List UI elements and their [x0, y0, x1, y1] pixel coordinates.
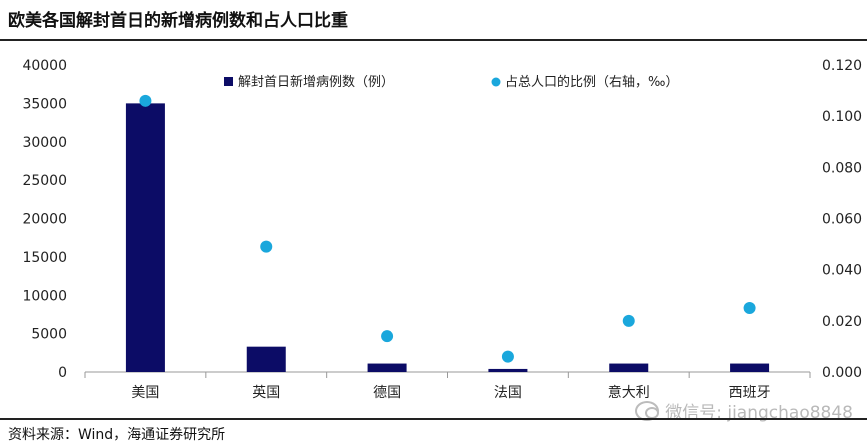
left-axis-ticks: 0 5000 10000 15000 20000 25000 30000 35000 40000	[22, 58, 67, 381]
legend-bar-swatch	[224, 77, 233, 86]
left-axis-tick-label: 15000	[22, 250, 67, 266]
ratio-point-4	[501, 350, 514, 363]
category-label: 法国	[494, 385, 522, 401]
left-axis-tick-label: 25000	[22, 173, 67, 189]
bar-2	[246, 346, 286, 372]
ratio-point-1	[139, 94, 152, 107]
bar-4	[488, 368, 528, 372]
right-axis-tick-label: 0.060	[822, 212, 862, 228]
category-label: 英国	[252, 384, 280, 401]
bar-1	[125, 103, 165, 372]
source-note: 资料来源：Wind，海通证券研究所	[8, 427, 226, 443]
legend-dot-swatch	[491, 77, 501, 87]
title-divider	[0, 39, 867, 41]
legend-bar-label: 解封首日新增病例数（例）	[238, 74, 394, 90]
category-label: 意大利	[608, 384, 650, 401]
bar-5	[609, 363, 649, 372]
category-label: 美国	[131, 385, 159, 401]
plot-area	[84, 94, 811, 378]
category-label: 德国	[373, 385, 401, 401]
bar-6	[730, 363, 770, 372]
left-axis-tick-label: 5000	[31, 327, 67, 343]
combo-chart: 0 5000 10000 15000 20000 25000 30000 35000 40000…	[22, 58, 862, 401]
right-axis-tick-label: 0.000	[822, 365, 862, 381]
right-axis-tick-label: 0.080	[822, 160, 862, 176]
right-axis-tick-label: 0.100	[822, 109, 862, 125]
right-axis-tick-label: 0.120	[822, 58, 862, 74]
ratio-point-3	[381, 330, 394, 343]
legend-dot-label: 占总人口的比例（右轴，‰）	[505, 74, 678, 90]
ratio-point-5	[622, 314, 635, 327]
ratio-point-6	[743, 302, 756, 315]
left-axis-tick-label: 30000	[22, 135, 67, 151]
legend: 解封首日新增病例数（例） 占总人口的比例（右轴，‰）	[224, 74, 678, 90]
wechat-icon	[635, 400, 660, 421]
left-axis-tick-label: 20000	[22, 212, 67, 228]
right-axis-ticks: 0.000 0.020 0.040 0.060 0.080 0.100 0.120	[822, 58, 862, 381]
bar-3	[367, 363, 407, 372]
category-label: 西班牙	[729, 385, 771, 401]
right-axis-tick-label: 0.020	[822, 314, 862, 330]
left-axis-tick-label: 35000	[22, 96, 67, 112]
left-axis-tick-label: 10000	[22, 288, 67, 304]
category-labels: 美国 英国 德国 法国 意大利 西班牙	[131, 384, 770, 401]
left-axis-tick-label: 40000	[22, 58, 67, 74]
left-axis-tick-label: 0	[58, 365, 67, 381]
right-axis-tick-label: 0.040	[822, 263, 862, 279]
chart-title: 欧美各国解封首日的新增病例数和占人口比重	[8, 11, 348, 31]
footer-divider	[0, 418, 867, 420]
ratio-point-2	[260, 240, 273, 253]
